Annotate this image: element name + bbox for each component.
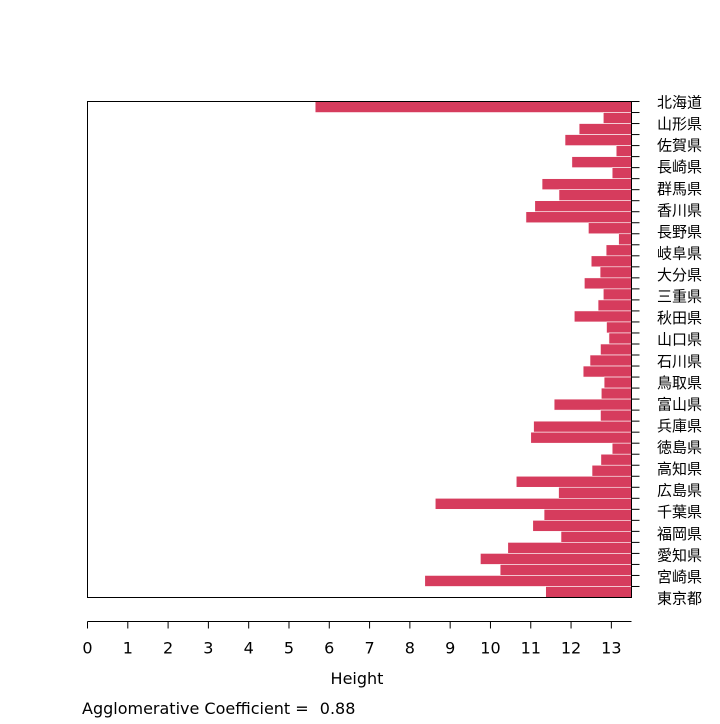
bar-42 bbox=[499, 564, 632, 576]
y-tick-label-2: 佐賀県 bbox=[657, 137, 702, 155]
x-tick-label-12: 12 bbox=[561, 639, 581, 658]
bar-16 bbox=[584, 277, 632, 290]
bar-3 bbox=[564, 134, 632, 146]
bar-20 bbox=[606, 321, 632, 334]
agglomerative-coefficient-value: 0.88 bbox=[320, 699, 356, 718]
y-tick-label-23: 東京都 bbox=[657, 590, 702, 608]
bar-18 bbox=[597, 299, 632, 312]
bar-15 bbox=[599, 266, 632, 279]
x-axis: 0 1 2 3 4 5 6 7 8 9 10 11 12 13 bbox=[82, 621, 632, 658]
y-tick-label-5: 香川県 bbox=[657, 201, 702, 219]
y-tick-label-10: 秋田県 bbox=[657, 309, 702, 327]
x-tick-label-1: 1 bbox=[123, 639, 133, 658]
bar-6 bbox=[611, 167, 632, 179]
bar-31 bbox=[611, 442, 632, 455]
bar-39 bbox=[560, 531, 632, 543]
y-tick-label-6: 長野県 bbox=[657, 223, 702, 241]
y-tick-label-3: 長崎県 bbox=[657, 158, 702, 176]
bar-30 bbox=[530, 431, 632, 444]
bar-5 bbox=[571, 156, 632, 168]
y-tick-label-4: 群馬県 bbox=[657, 180, 702, 198]
x-tick-label-5: 5 bbox=[284, 639, 294, 658]
bar-44 bbox=[545, 586, 632, 598]
bars-group bbox=[314, 101, 632, 598]
bar-2 bbox=[578, 123, 632, 135]
bar-11 bbox=[588, 222, 632, 235]
bar-38 bbox=[532, 520, 632, 532]
x-tick-label-7: 7 bbox=[364, 639, 374, 658]
bar-37 bbox=[543, 509, 632, 521]
bar-8 bbox=[558, 189, 632, 202]
bar-14 bbox=[590, 255, 632, 268]
bar-40 bbox=[507, 542, 632, 554]
x-tick-label-8: 8 bbox=[405, 639, 415, 658]
x-tick-label-13: 13 bbox=[601, 639, 621, 658]
bar-4 bbox=[615, 145, 632, 157]
x-tick-label-10: 10 bbox=[480, 639, 500, 658]
bar-13 bbox=[605, 244, 632, 257]
bar-0 bbox=[314, 101, 632, 113]
y-tick-label-20: 福岡県 bbox=[657, 525, 702, 543]
bar-22 bbox=[600, 343, 632, 356]
x-tick-label-9: 9 bbox=[445, 639, 455, 658]
y-tick-label-14: 富山県 bbox=[657, 395, 702, 413]
y-tick-label-16: 徳島県 bbox=[657, 439, 702, 457]
x-tick-label-4: 4 bbox=[244, 639, 254, 658]
bar-36 bbox=[434, 497, 632, 510]
bar-7 bbox=[541, 178, 632, 190]
bar-24 bbox=[582, 365, 632, 378]
y-tick-label-15: 兵庫県 bbox=[657, 417, 702, 435]
y-tick-label-17: 高知県 bbox=[657, 460, 702, 478]
y-tick-label-0: 北海道 bbox=[657, 94, 702, 112]
bar-26 bbox=[600, 387, 632, 400]
bar-23 bbox=[589, 354, 632, 367]
y-tick-label-11: 山口県 bbox=[657, 331, 702, 349]
bar-9 bbox=[534, 200, 632, 213]
bar-10 bbox=[525, 211, 632, 224]
y-tick-label-21: 愛知県 bbox=[657, 546, 702, 564]
y-tick-label-18: 広島県 bbox=[657, 482, 702, 500]
bar-41 bbox=[480, 553, 632, 565]
bar-28 bbox=[600, 409, 632, 422]
bar-21 bbox=[608, 332, 632, 345]
y-tick-label-12: 石川県 bbox=[657, 352, 702, 370]
x-axis-title: Height bbox=[331, 669, 384, 688]
y-tick-label-9: 三重県 bbox=[657, 288, 702, 306]
x-tick-label-6: 6 bbox=[324, 639, 334, 658]
bar-12 bbox=[618, 233, 632, 246]
x-tick-label-3: 3 bbox=[203, 639, 213, 658]
bar-27 bbox=[553, 398, 632, 411]
bar-43 bbox=[424, 575, 632, 587]
bar-35 bbox=[558, 486, 632, 499]
y-tick-label-7: 岐阜県 bbox=[657, 244, 702, 262]
bar-29 bbox=[533, 420, 632, 433]
bar-1 bbox=[602, 112, 632, 124]
y-tick-label-19: 千葉県 bbox=[657, 503, 702, 521]
bar-17 bbox=[602, 288, 632, 301]
x-tick-label-0: 0 bbox=[82, 639, 92, 658]
footer-text: Agglomerative Coefficient = 0.88 bbox=[82, 699, 355, 718]
agglomerative-coefficient-label: Agglomerative Coefficient = bbox=[82, 699, 314, 718]
x-tick-label-11: 11 bbox=[521, 639, 541, 658]
y-tick-label-8: 大分県 bbox=[657, 266, 702, 284]
y-tick-label-22: 宮崎県 bbox=[657, 568, 702, 586]
y-tick-label-13: 鳥取県 bbox=[657, 374, 702, 392]
x-tick-label-2: 2 bbox=[163, 639, 173, 658]
bar-33 bbox=[591, 464, 632, 477]
bar-25 bbox=[603, 376, 632, 389]
y-axis: 北海道山形県佐賀県長崎県群馬県香川県長野県岐阜県大分県三重県秋田県山口県石川県鳥… bbox=[631, 94, 702, 608]
bar-34 bbox=[515, 475, 632, 488]
bar-19 bbox=[573, 310, 632, 323]
bar-32 bbox=[600, 453, 632, 466]
y-tick-label-1: 山形県 bbox=[657, 115, 702, 133]
